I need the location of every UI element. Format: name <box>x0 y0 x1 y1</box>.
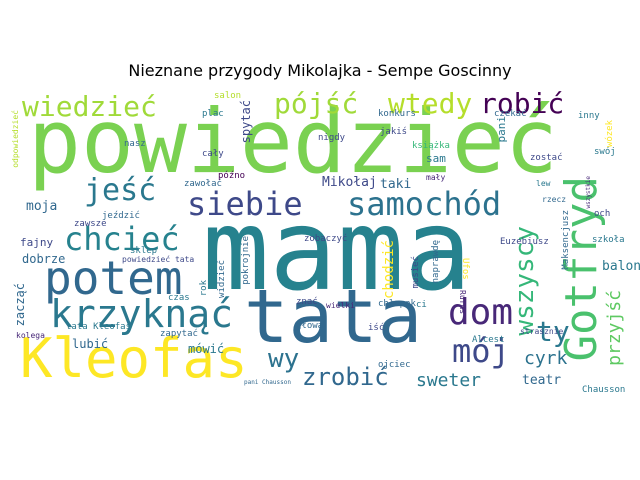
word-jakis: jakiś <box>380 127 408 137</box>
word-kleofas: Kleofas <box>20 327 248 390</box>
word-moj: mój <box>452 332 510 370</box>
word-spytac: spytać <box>239 100 253 144</box>
word-zostac: zostać <box>530 153 563 163</box>
word-konkurs: konkurs <box>378 109 416 119</box>
word-krzyknac: krzyknąć <box>50 292 234 336</box>
word-jezdzic: jeździć <box>102 211 140 221</box>
word-wy: wy <box>268 344 300 374</box>
word-pokrojnie: pokrojnie <box>241 236 251 285</box>
word-czekac: czekać <box>494 109 527 119</box>
word-sweter: sweter <box>416 370 482 391</box>
word-chodzic: chodzić <box>381 240 397 300</box>
word-znac: znać <box>296 297 318 307</box>
word-ksiazka: książka <box>412 141 450 151</box>
word-tata-kleofas: tata Kleofas <box>66 322 132 332</box>
word-maly: mały <box>426 173 446 182</box>
word-chlopak: chłopak <box>378 299 416 309</box>
word-powiedziec: powiedzieć <box>28 90 558 193</box>
word-maksencjusz: Maksencjusz <box>561 210 571 270</box>
word-powiedziec-tata: powiedzieć tata <box>122 255 195 264</box>
word-salon: salon <box>214 91 242 101</box>
word-caly: cały <box>202 149 224 159</box>
word-ufos: Ufos <box>460 258 470 280</box>
word-lew: lew <box>536 179 551 188</box>
word-dom: dom <box>448 292 514 333</box>
word-plac: plac <box>202 109 224 119</box>
word-ojciec: ojciec <box>378 360 411 370</box>
word-lubic: lubić <box>72 337 109 351</box>
word-pani: pani <box>495 116 508 143</box>
word-zawsze: zawsze <box>74 219 107 229</box>
word-dobrze: dobrze <box>22 252 66 266</box>
word-wtedy: wtedy <box>388 87 473 120</box>
word-szkola: szkoła <box>592 235 625 245</box>
word-isc: iść <box>368 323 385 333</box>
word-balon: balon <box>602 259 640 274</box>
word-kolega: kolega <box>16 331 45 340</box>
word-cloud: powiedzieć mama tata Kleofas potem krzyk… <box>11 87 640 395</box>
word-moja: moja <box>26 199 58 214</box>
word-przyjsc: przyjść <box>604 290 625 366</box>
word-rok: rok <box>199 280 209 297</box>
word-sklep: sklep <box>130 246 158 256</box>
word-musiec: musieć <box>411 256 421 289</box>
word-siebie: siebie <box>187 185 303 223</box>
word-euzebiusz: Euzebiusz <box>500 237 549 247</box>
word-potem: potem <box>44 251 183 305</box>
word-naprawde: naprawdę <box>431 240 441 284</box>
word-mikolaj: Mikołaj <box>322 175 377 190</box>
word-glowa: głowa <box>296 321 324 331</box>
word-taki: taki <box>380 177 412 192</box>
word-zrobic: zrobić <box>302 363 389 391</box>
word-cyrk: cyrk <box>524 348 568 369</box>
word-swoj: swój <box>594 147 616 157</box>
word-nasz: nasz <box>124 139 146 149</box>
word-strasznie: strasznie <box>520 327 564 336</box>
page-title: Nieznane przygody Mikolajka - Sempe Gosc… <box>128 61 512 80</box>
word-sam: sam <box>426 152 446 165</box>
word-jesc: jeść <box>84 173 157 208</box>
word-wozek: wózek <box>605 120 615 148</box>
word-zaczac: zacząć <box>13 283 27 327</box>
word-wszystkie: wszystkie <box>585 176 592 209</box>
word-zawolac: zawołać <box>184 179 222 189</box>
word-fajny: fajny <box>20 236 54 249</box>
word-ty: ty <box>536 315 570 348</box>
word-nigdy: nigdy <box>318 133 346 143</box>
word-tata: tata <box>244 274 423 360</box>
word-pani-chausson: pani Chausson <box>244 379 291 386</box>
word-inny: inny <box>578 111 600 121</box>
word-czas: czas <box>168 293 190 303</box>
word-och: och <box>594 209 611 219</box>
word-samochod: samochód <box>347 185 502 223</box>
word-pozno: późno <box>218 171 246 181</box>
word-widziec: widzieć <box>217 260 227 298</box>
word-rzecz: rzecz <box>542 195 567 204</box>
word-wielki: wielki <box>326 301 355 310</box>
word-mowic: mówić <box>188 342 225 356</box>
word-pojsc: pójść <box>274 87 359 120</box>
word-mama: mama <box>202 186 472 316</box>
word-zapytac: zapytać <box>160 329 198 339</box>
word-rufus: Rufus <box>458 290 467 315</box>
word-chausson: Chausson <box>582 385 626 395</box>
word-wiedziec: wiedzieć <box>22 90 157 123</box>
word-ci: ci <box>416 300 427 310</box>
word-robic: robić <box>480 87 565 120</box>
word-zobaczyc: zobaczyć <box>304 234 348 244</box>
word-chciec: chcieć <box>64 220 180 258</box>
word-teatr: teatr <box>522 373 562 388</box>
word-alcest: Alcest <box>472 335 505 345</box>
word-odpowiedziec: odpowiedzieć <box>11 110 20 168</box>
